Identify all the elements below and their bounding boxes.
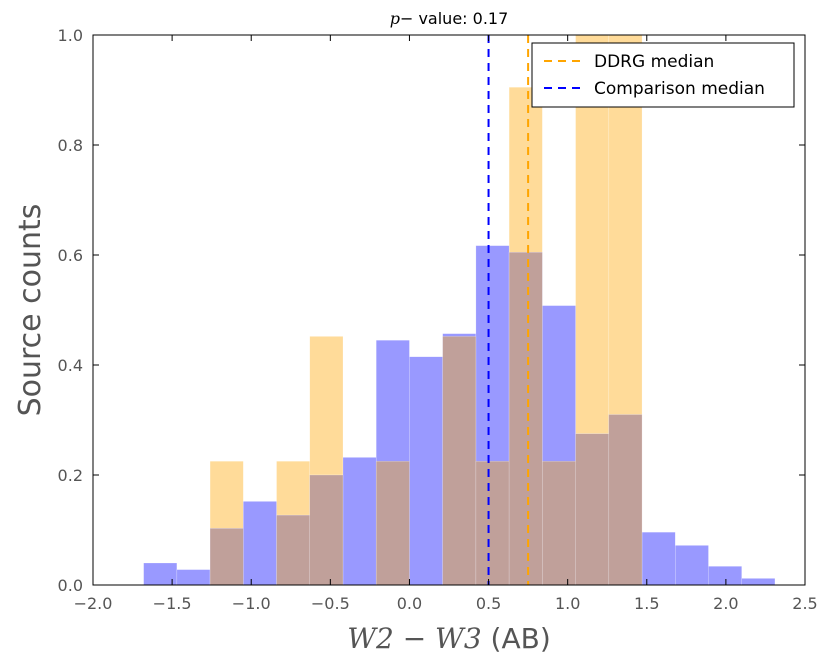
overlap-bar-9	[442, 336, 477, 586]
chart-title: p− value: 0.17	[390, 9, 509, 28]
x-tick-label: 1.0	[555, 594, 580, 613]
y-tick-label: 0.2	[58, 466, 83, 485]
x-tick-label: 2.5	[792, 594, 817, 613]
legend-ddrg-label: DDRG median	[594, 52, 714, 72]
legend-comparison-label: Comparison median	[594, 79, 765, 99]
overlap-bar-14	[608, 414, 643, 586]
comparison-bar-1	[176, 569, 211, 586]
x-tick-label: −1.0	[232, 594, 271, 613]
x-tick-label: −2.0	[74, 594, 113, 613]
axis-ticks: −2.0 −1.5 −1.0 −0.5 0.0 0.5 1.0 1.5 2.0 2.5 0.0 0.2…	[58, 26, 818, 613]
y-axis-label: Source counts	[13, 204, 48, 417]
comparison-bar-16	[675, 545, 709, 586]
x-tick-label: 0.5	[476, 594, 501, 613]
x-tick-label: −0.5	[311, 594, 350, 613]
x-tick-label: 2.0	[713, 594, 738, 613]
comparison-bar-18	[741, 578, 776, 586]
title-main: − value: 0.17	[400, 9, 508, 28]
axes-frame	[92, 34, 806, 586]
x-label-unit: (AB)	[482, 622, 551, 655]
overlap-bar-7	[375, 461, 410, 586]
x-tick-label: −1.5	[153, 594, 192, 613]
overlap-bar-4	[276, 514, 311, 586]
legend-box	[531, 42, 795, 108]
x-axis-label: W2 − W3 (AB)	[347, 622, 551, 655]
y-tick-label: 0.8	[58, 136, 83, 155]
comparison-bar-3	[243, 501, 277, 586]
overlap-bar-10	[475, 461, 510, 586]
y-tick-label: 0.4	[58, 356, 83, 375]
comparison-bar-15	[641, 531, 676, 586]
comparison-bar-8	[409, 356, 443, 586]
overlap-bar-11	[508, 252, 543, 586]
overlap-bar-5	[309, 474, 344, 586]
overlap-bar-13	[575, 433, 610, 586]
plot-area	[143, 34, 776, 586]
comparison-bar-6	[342, 457, 377, 586]
legend: DDRG median Comparison median	[531, 42, 795, 108]
x-tick-label: 0.0	[397, 594, 422, 613]
comparison-bar-17	[708, 566, 742, 586]
x-label-math: W2 − W3	[347, 622, 481, 655]
overlap-bar-12	[542, 461, 576, 586]
y-tick-label: 0.6	[58, 246, 83, 265]
y-tick-label: 1.0	[58, 26, 83, 45]
title-p: p	[390, 9, 400, 28]
overlap-bar-2	[209, 528, 244, 586]
x-tick-label: 1.5	[634, 594, 659, 613]
y-tick-label: 0.0	[58, 576, 83, 595]
